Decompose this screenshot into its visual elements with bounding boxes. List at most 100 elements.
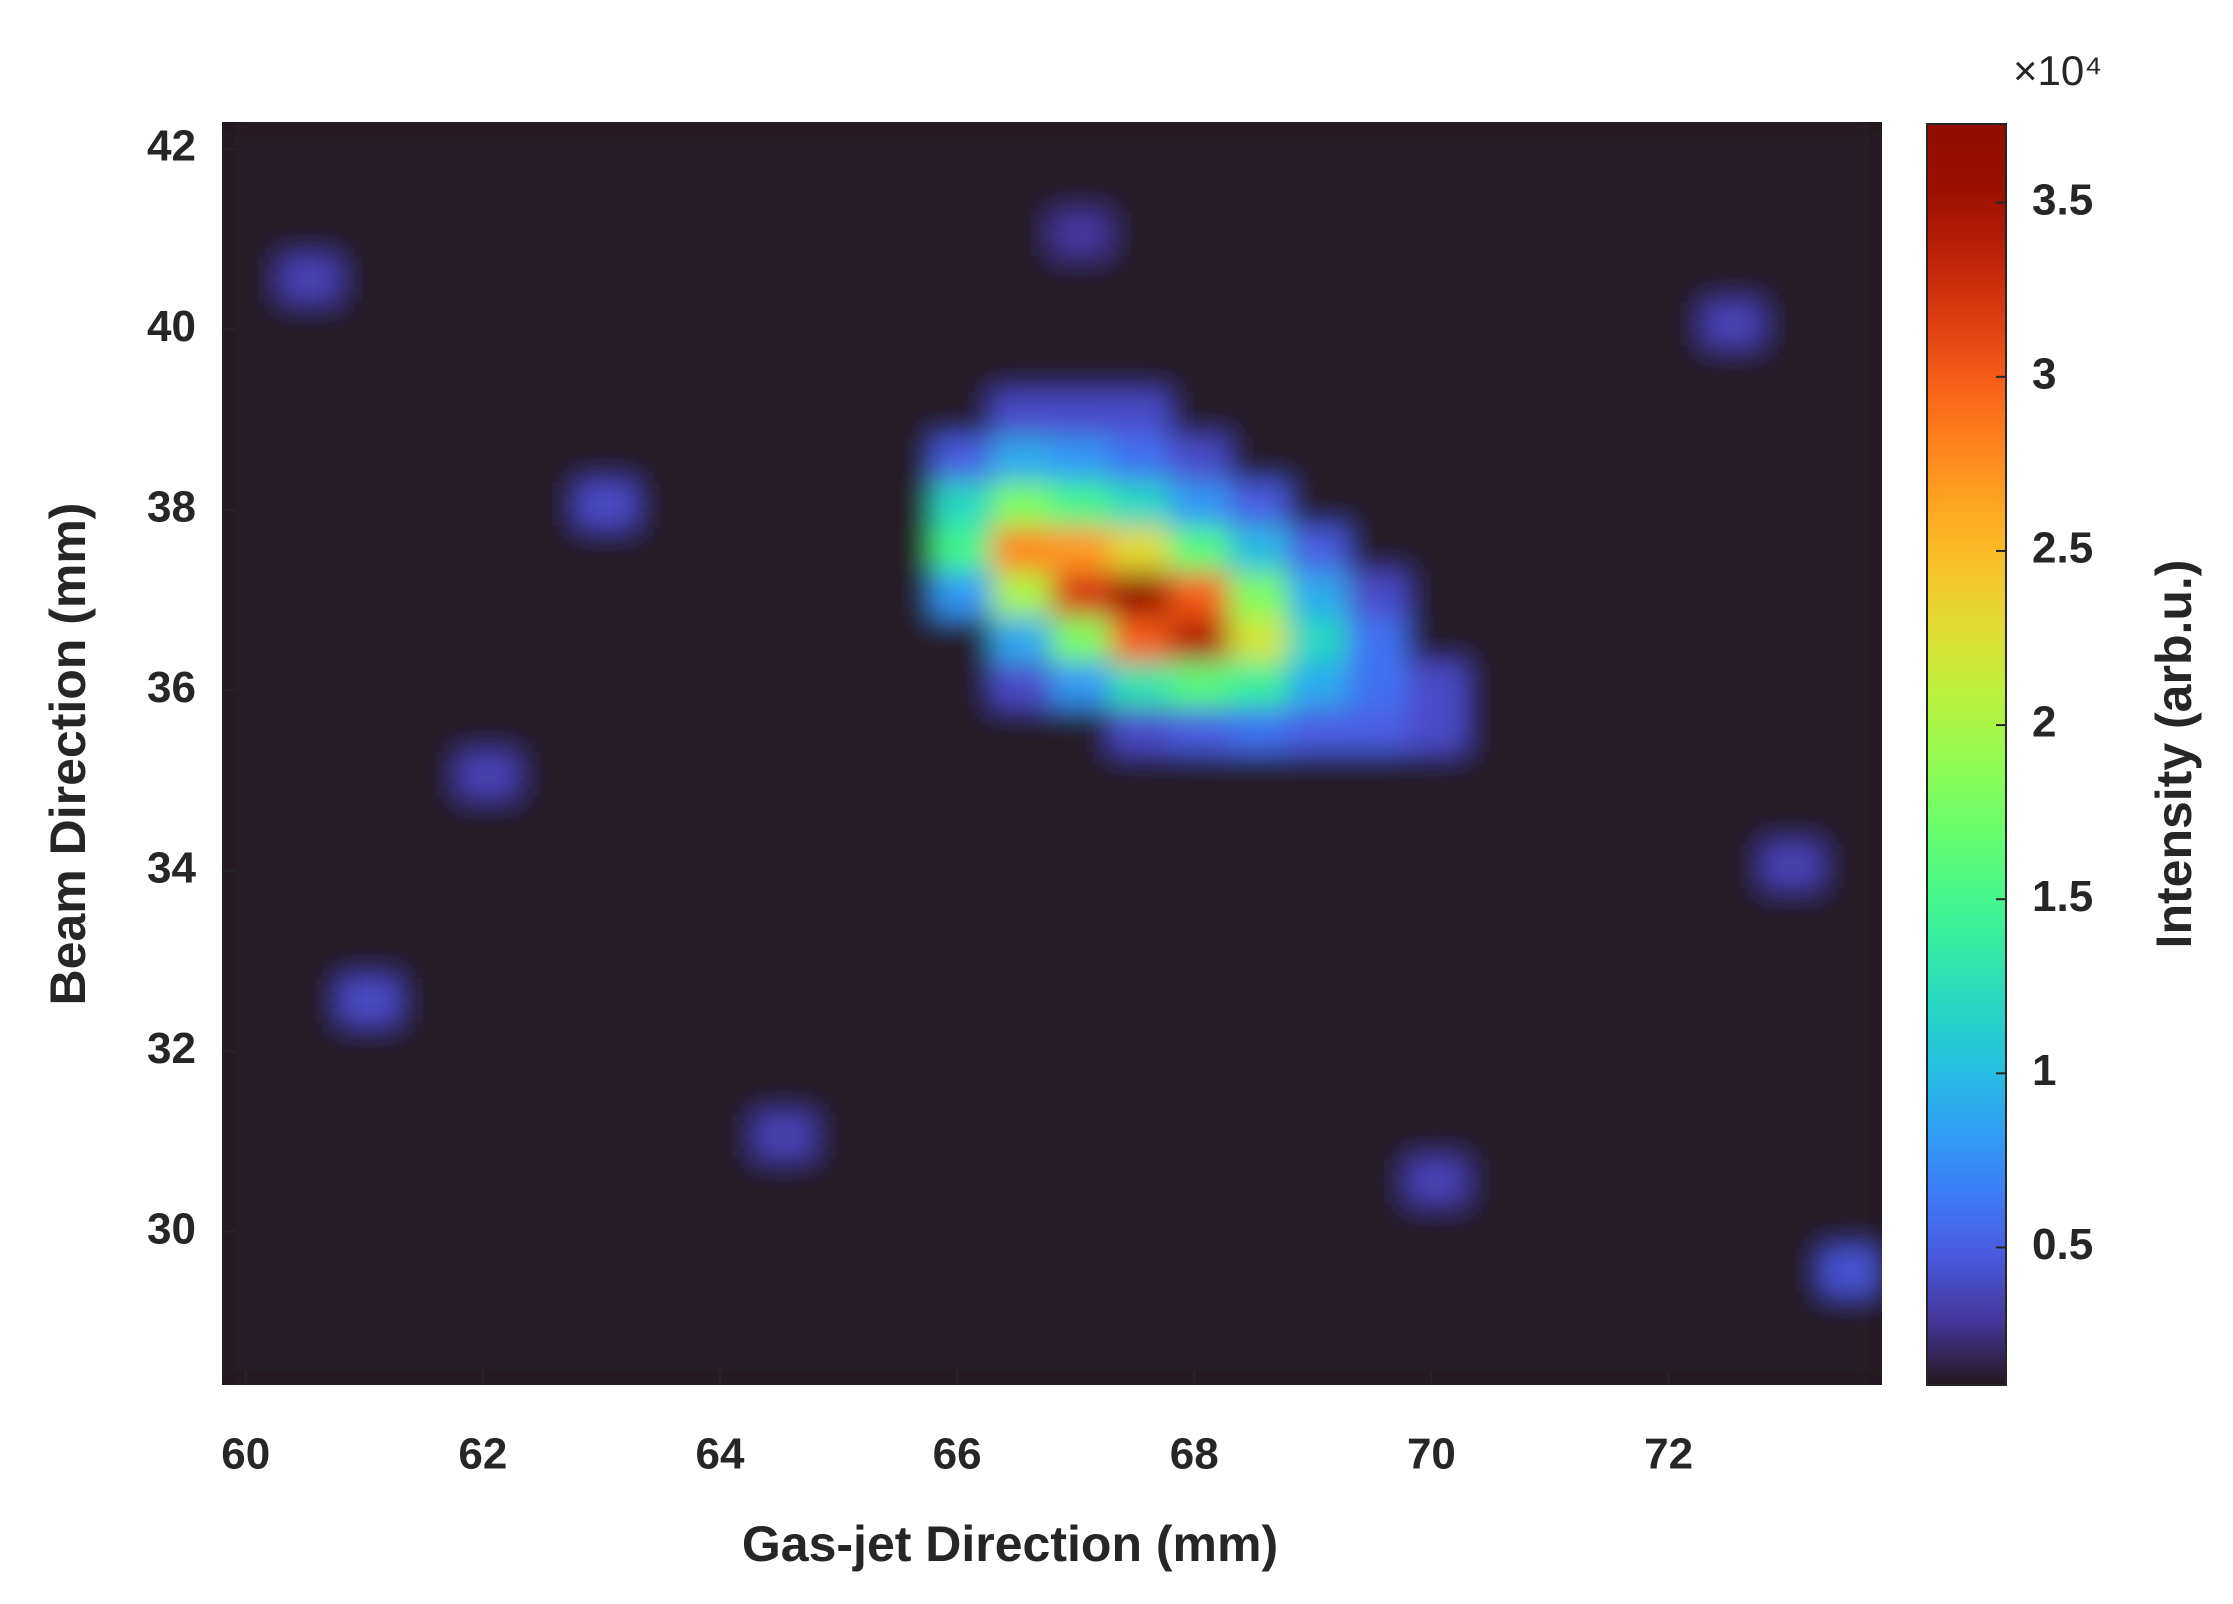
heatmap-cell xyxy=(1821,842,1882,890)
heatmap-cell xyxy=(339,752,401,800)
heatmap-cell xyxy=(1288,1023,1350,1071)
heatmap-cell xyxy=(636,256,698,304)
heatmap-cell xyxy=(932,978,994,1026)
heatmap-cell xyxy=(1762,1293,1824,1341)
heatmap-cell xyxy=(398,887,461,935)
heatmap-cell xyxy=(398,1248,461,1296)
heatmap-cell xyxy=(991,662,1053,710)
heatmap-cell xyxy=(754,1158,816,1206)
heatmap-cell xyxy=(695,797,757,845)
heatmap-cell xyxy=(1762,1023,1824,1071)
heatmap-cell xyxy=(1466,391,1528,439)
colorbar-tick-label: 3 xyxy=(2032,349,2056,398)
heatmap-cell xyxy=(1703,1293,1765,1341)
heatmap-cell xyxy=(754,797,816,845)
heatmap-cell xyxy=(991,617,1053,665)
heatmap-cell xyxy=(1228,122,1291,169)
heatmap-cell xyxy=(695,617,757,665)
heatmap-cell xyxy=(1584,256,1646,304)
heatmap-cell xyxy=(1643,166,1706,214)
heatmap-cell xyxy=(458,256,520,304)
heatmap-cell xyxy=(1406,526,1468,575)
heatmap-cell xyxy=(1525,1158,1587,1206)
heatmap-cell xyxy=(1347,1068,1409,1116)
heatmap-cell xyxy=(991,346,1053,394)
heatmap-cell xyxy=(813,526,876,575)
heatmap-cell xyxy=(517,1248,579,1296)
heatmap-cell xyxy=(695,1068,757,1116)
heatmap-cell xyxy=(754,211,816,259)
heatmap-cell xyxy=(1406,1023,1468,1071)
heatmap-cell xyxy=(636,572,698,620)
heatmap-cell xyxy=(1466,211,1528,259)
heatmap-cell xyxy=(1466,842,1528,890)
heatmap-cell xyxy=(873,978,935,1026)
heatmap-cell xyxy=(1821,572,1882,620)
heatmap-cell xyxy=(932,211,994,259)
heatmap-cell xyxy=(339,842,401,890)
x-axis-label: Gas-jet Direction (mm) xyxy=(742,1516,1278,1572)
heatmap-cell xyxy=(1051,1068,1113,1116)
heatmap-cell xyxy=(280,797,342,845)
heatmap-cell xyxy=(932,1203,994,1251)
heatmap-cell xyxy=(1110,662,1172,710)
heatmap-cell xyxy=(636,1158,698,1206)
heatmap-cell xyxy=(398,1023,461,1071)
heatmap-cell xyxy=(280,1338,342,1385)
heatmap-cell xyxy=(813,1023,876,1071)
heatmap-cell xyxy=(1821,797,1882,845)
heatmap-cell xyxy=(339,1113,401,1161)
heatmap-cell xyxy=(339,256,401,304)
heatmap-cell xyxy=(1584,481,1646,529)
heatmap-cell xyxy=(695,346,757,394)
heatmap-cell xyxy=(991,211,1053,259)
heatmap-cell xyxy=(1347,1158,1409,1206)
heatmap-cell xyxy=(1762,1248,1824,1296)
heatmap-cell xyxy=(932,122,994,169)
heatmap-cell xyxy=(1762,1158,1824,1206)
heatmap-cell xyxy=(1525,346,1587,394)
heatmap-cell xyxy=(1347,211,1409,259)
heatmap-cell xyxy=(754,1203,816,1251)
heatmap-cell xyxy=(695,662,757,710)
heatmap-cell xyxy=(280,887,342,935)
heatmap-cell xyxy=(1406,978,1468,1026)
heatmap-cell xyxy=(754,617,816,665)
heatmap-cell xyxy=(280,1248,342,1296)
heatmap-cell xyxy=(1584,1068,1646,1116)
heatmap-cell xyxy=(1347,842,1409,890)
heatmap-cell xyxy=(1466,1068,1528,1116)
heatmap-cell xyxy=(1762,978,1824,1026)
heatmap-cell xyxy=(813,978,876,1026)
heatmap-cell xyxy=(932,481,994,529)
heatmap-cell xyxy=(1466,526,1528,575)
heatmap-cell xyxy=(1406,166,1468,214)
heatmap-cell xyxy=(458,842,520,890)
heatmap-cell xyxy=(754,1068,816,1116)
heatmap-cell xyxy=(1643,211,1706,259)
heatmap-cell xyxy=(695,1203,757,1251)
heatmap-cell xyxy=(991,572,1053,620)
heatmap-cell xyxy=(222,1248,283,1296)
heatmap-cell xyxy=(1821,1338,1882,1385)
heatmap-cell xyxy=(1051,707,1113,755)
heatmap-cell xyxy=(458,797,520,845)
heatmap-cell xyxy=(1169,122,1231,169)
y-tick-label: 34 xyxy=(147,843,196,892)
heatmap-cell xyxy=(222,1023,283,1071)
heatmap-cell xyxy=(458,1158,520,1206)
heatmap-cell xyxy=(932,932,994,981)
heatmap-cell xyxy=(1406,1113,1468,1161)
heatmap-cell xyxy=(1525,211,1587,259)
heatmap-cell xyxy=(280,481,342,529)
heatmap-cell xyxy=(339,526,401,575)
heatmap-cell xyxy=(991,1113,1053,1161)
heatmap-cell xyxy=(1110,1338,1172,1385)
heatmap-cell xyxy=(1406,752,1468,800)
heatmap-cell xyxy=(1703,707,1765,755)
heatmap-cell xyxy=(517,887,579,935)
heatmap-cell xyxy=(932,887,994,935)
heatmap-cell xyxy=(576,1113,638,1161)
heatmap-cell xyxy=(1228,1248,1291,1296)
heatmap-cell xyxy=(1288,211,1350,259)
